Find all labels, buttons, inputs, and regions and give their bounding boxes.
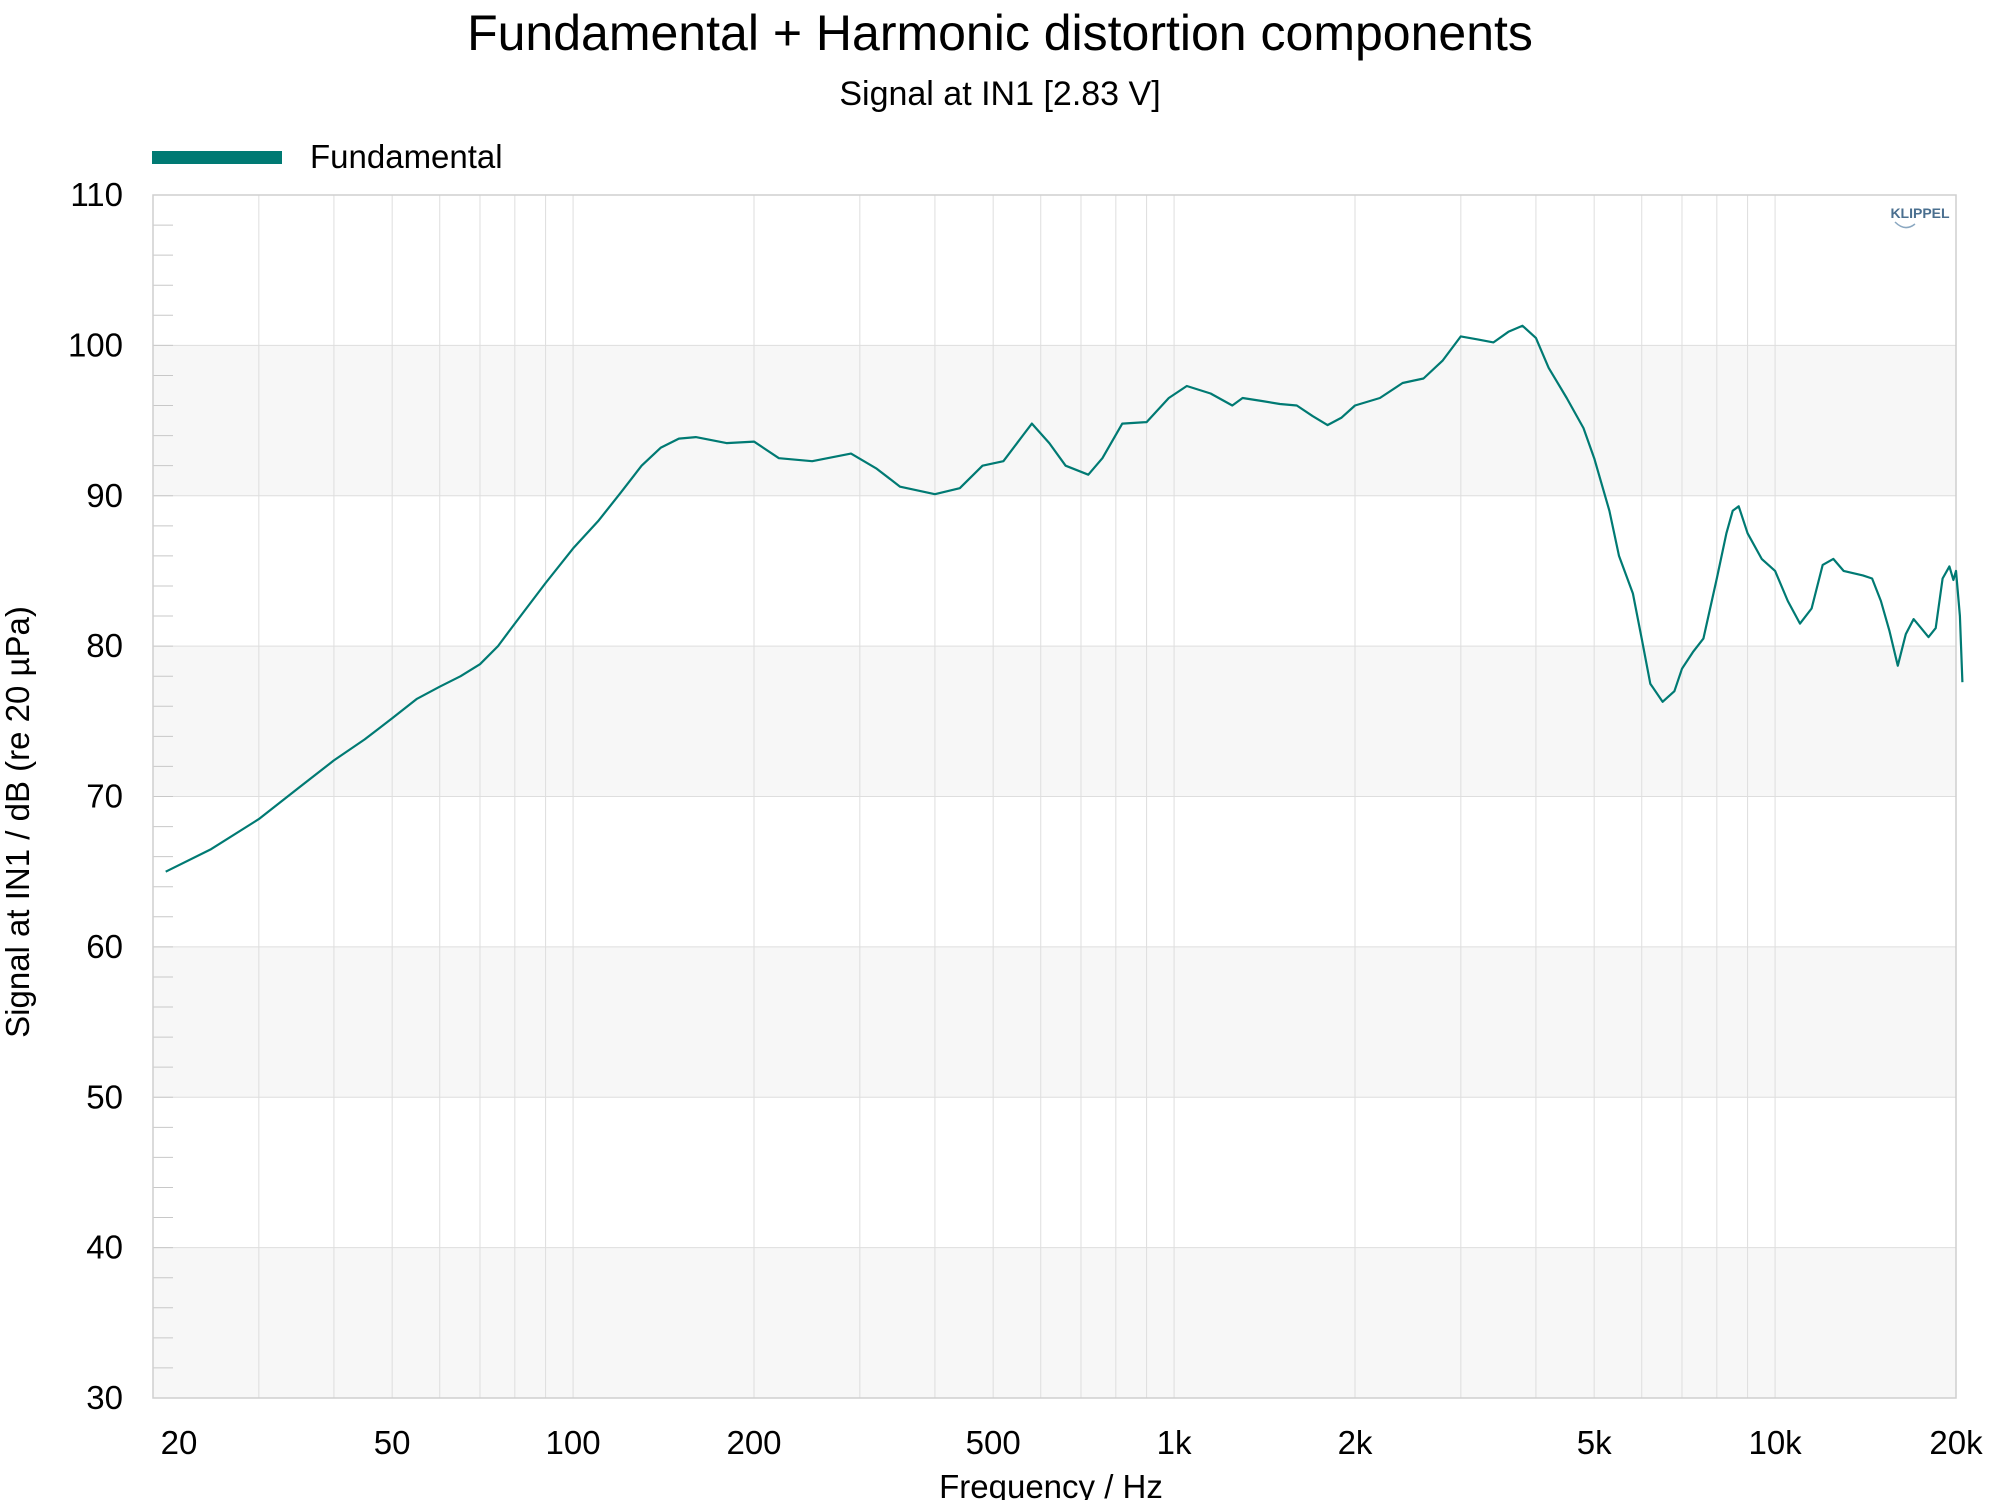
y-tick-label: 110 <box>70 176 123 213</box>
x-tick-label: 5k <box>1577 1424 1612 1461</box>
x-tick-label: 100 <box>546 1424 601 1461</box>
x-tick-label: 50 <box>374 1424 411 1461</box>
x-tick-labels: 20 50 100 200 500 1k 2k 5k 10k 20k <box>161 1424 1983 1461</box>
watermark-logo: KLIPPEL <box>1890 205 1950 229</box>
chart-title: Fundamental + Harmonic distortion compon… <box>467 5 1533 61</box>
x-tick-label: 20 <box>161 1424 198 1461</box>
watermark-text: KLIPPEL <box>1890 205 1950 221</box>
series-line-fundamental <box>165 324 1964 873</box>
grid-band <box>153 345 1956 496</box>
y-tick-label: 30 <box>86 1379 123 1416</box>
x-tick-label: 1k <box>1157 1424 1192 1461</box>
watermark-arc <box>1894 221 1916 229</box>
chart-subtitle: Signal at IN1 [2.83 V] <box>839 75 1160 113</box>
y-tick-label: 40 <box>86 1229 123 1266</box>
x-tick-label: 20k <box>1929 1424 1983 1461</box>
y-tick-label: 70 <box>86 778 123 815</box>
y-tick-label: 50 <box>86 1078 123 1115</box>
legend: Fundamental <box>152 138 503 175</box>
y-tick-label: 80 <box>86 627 123 664</box>
y-minor-ticks <box>153 194 173 1399</box>
y-axis-label: Signal at IN1 / dB (re 20 µPa) <box>0 606 36 1038</box>
grid-lines <box>152 194 1957 1399</box>
x-tick-label: 2k <box>1338 1424 1373 1461</box>
x-tick-label: 500 <box>966 1424 1021 1461</box>
grid-band <box>153 946 1956 1098</box>
plot-background <box>153 345 1956 1398</box>
y-tick-labels: 30 40 50 60 70 80 90 100 110 <box>68 176 123 1416</box>
legend-swatch <box>152 151 282 164</box>
x-axis-label: Frequency / Hz <box>939 1468 1163 1500</box>
x-tick-label: 10k <box>1748 1424 1802 1461</box>
y-tick-label: 90 <box>86 477 123 514</box>
y-tick-label: 60 <box>86 928 123 965</box>
x-tick-label: 200 <box>726 1424 781 1461</box>
grid-band <box>153 1247 1956 1398</box>
grid-band <box>153 646 1956 797</box>
legend-label-fundamental: Fundamental <box>310 138 503 175</box>
plot-frame <box>152 194 1957 1399</box>
y-tick-label: 100 <box>68 326 123 363</box>
